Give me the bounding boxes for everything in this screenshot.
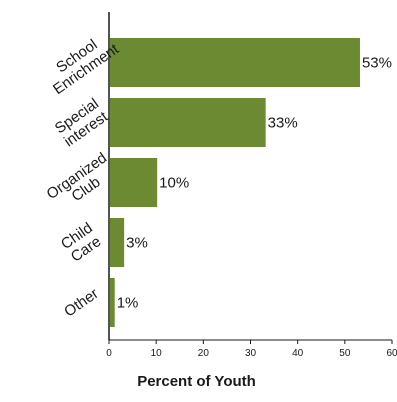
x-tick-label: 30: [245, 348, 257, 359]
bars-group: [110, 38, 360, 327]
category-label-line: Other: [61, 285, 101, 320]
value-label-0: 53%: [362, 55, 392, 72]
category-label-4: Other: [61, 285, 101, 320]
bar-1: [110, 98, 266, 147]
x-tick-label: 0: [106, 348, 112, 359]
value-label-4: 1%: [117, 295, 139, 312]
category-label-0: SchoolEnrichment: [41, 27, 123, 98]
category-label-2: OrganizedClub: [44, 149, 120, 216]
value-label-3: 3%: [126, 235, 148, 252]
value-label-2: 10%: [159, 175, 189, 192]
bar-0: [110, 38, 360, 87]
x-tick-label: 20: [198, 348, 210, 359]
bar-3: [110, 218, 125, 267]
bar-2: [110, 158, 158, 207]
bar-4: [110, 278, 115, 327]
value-label-1: 33%: [268, 115, 298, 132]
category-label-1: Specialinterest: [52, 95, 112, 151]
category-label-3: ChildCare: [58, 219, 105, 266]
x-ticks-group: 0 10 20 30 40 50 60: [106, 340, 397, 359]
x-tick-label: 40: [292, 348, 304, 359]
x-tick-label: 50: [339, 348, 351, 359]
x-axis-title: Percent of Youth: [137, 373, 256, 390]
x-tick-label: 60: [386, 348, 397, 359]
value-labels-group: 53% 33% 10% 3% 1%: [117, 55, 392, 312]
x-tick-label: 10: [151, 348, 163, 359]
